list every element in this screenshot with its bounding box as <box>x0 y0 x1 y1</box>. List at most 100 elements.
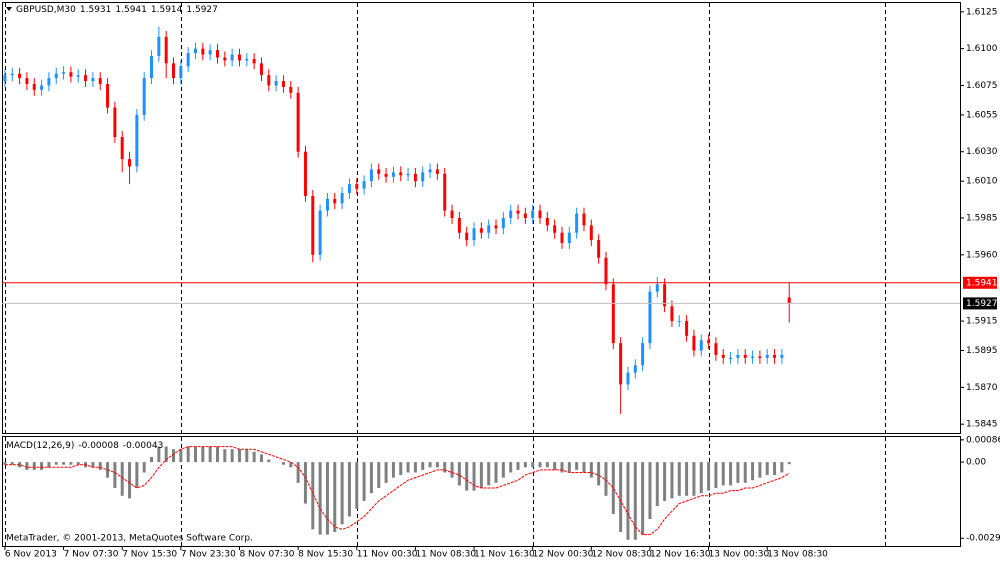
macd-bar <box>179 449 183 463</box>
macd-bar <box>413 462 417 473</box>
candle-body <box>325 198 329 211</box>
x-tick-label: 12 Nov 16:30 <box>650 550 711 560</box>
macd-title: MACD(12,26,9) <box>6 441 74 451</box>
candle-body <box>318 210 322 255</box>
macd-bar <box>721 462 725 486</box>
header-open: 1.5931 <box>80 5 112 15</box>
candle-body <box>589 225 593 241</box>
y-tick-label: 1.6055 <box>966 110 998 120</box>
candle-body <box>575 213 579 233</box>
candle-body <box>479 228 483 233</box>
candle-body <box>289 86 293 93</box>
macd-bar <box>10 462 14 465</box>
candle-body <box>186 53 190 67</box>
candle-body <box>69 72 73 77</box>
x-tick-label: 6 Nov 2013 <box>5 550 57 560</box>
macd-bar <box>76 462 80 465</box>
candle-body <box>391 172 395 177</box>
macd-bar <box>626 462 630 540</box>
bid-label: 1.5927 <box>966 299 998 309</box>
candle-body <box>721 354 725 358</box>
macd-bar <box>655 462 659 507</box>
macd-bar <box>597 462 601 486</box>
candle-body <box>347 184 351 193</box>
y-tick-label: 1.5915 <box>966 317 998 327</box>
macd-bar <box>435 462 439 468</box>
macd-bar <box>780 462 784 473</box>
candle-body <box>120 137 124 160</box>
candle-body <box>597 240 601 258</box>
y-tick-label: 1.6075 <box>966 81 998 91</box>
macd-bar <box>589 462 593 478</box>
x-tick-label: 12 Nov 08:30 <box>591 550 652 560</box>
y-tick-label: 1.6030 <box>966 147 998 157</box>
x-tick-label: 11 Nov 16:30 <box>474 550 535 560</box>
symbol-header: GBPUSD,M30 1.5931 1.5941 1.5914 1.5927 <box>16 5 218 15</box>
x-tick-label: 11 Nov 08:30 <box>415 550 476 560</box>
macd-bar <box>150 456 154 463</box>
candle-body <box>47 78 51 86</box>
macd-bar <box>120 462 124 496</box>
candle-body <box>465 232 469 241</box>
candle-body <box>84 75 88 82</box>
menu-triangle[interactable] <box>6 7 12 11</box>
macd-bar <box>362 462 366 501</box>
candle-body <box>545 218 549 226</box>
macd-bar <box>186 446 190 463</box>
macd-bar <box>494 462 498 483</box>
macd-bar <box>516 462 520 470</box>
macd-bar <box>714 462 718 489</box>
candle-body <box>303 151 307 196</box>
candle-body <box>384 173 388 177</box>
y-tick-label: 0.00 <box>966 458 986 468</box>
candle-body <box>641 343 645 366</box>
candle-body <box>582 213 586 226</box>
header-low: 1.5914 <box>151 5 183 15</box>
candle-body <box>707 340 711 344</box>
macd-bar <box>259 454 263 463</box>
macd-bar <box>773 462 777 476</box>
macd-bar <box>215 446 219 463</box>
y-tick-label: 1.5845 <box>966 420 998 430</box>
candle-body <box>648 291 652 344</box>
macd-bar <box>611 462 615 514</box>
macd-bar <box>142 462 146 473</box>
macd-bar <box>406 462 410 473</box>
candle-body <box>25 78 29 84</box>
candle-body <box>76 75 80 77</box>
macd-bar <box>545 462 549 468</box>
candle-body <box>516 210 520 214</box>
macd-bar <box>157 446 161 463</box>
candle-body <box>685 321 689 336</box>
candle-body <box>663 284 667 307</box>
macd-bar <box>648 462 652 520</box>
candle-body <box>135 114 139 167</box>
candle-body <box>633 365 637 373</box>
y-tick-label: 0.00086 <box>966 435 1000 445</box>
macd-bar <box>289 462 293 468</box>
y-tick-label: 1.6100 <box>966 44 998 54</box>
candle-body <box>215 50 219 58</box>
macd-bar <box>355 462 359 509</box>
candle-body <box>369 169 373 182</box>
macd-bar <box>135 462 139 489</box>
macd-bar <box>91 462 95 468</box>
candle-body <box>377 169 381 174</box>
macd-bar <box>230 449 234 463</box>
candle-body <box>619 343 623 385</box>
candle-body <box>428 169 432 173</box>
macd-bar <box>575 462 579 470</box>
macd-bar <box>670 462 674 499</box>
x-tick-label: 7 Nov 15:30 <box>122 550 177 560</box>
candle-body <box>267 75 271 86</box>
macd-bar <box>194 446 198 463</box>
candle-body <box>699 340 703 351</box>
macd-bar <box>98 462 102 470</box>
candle-body <box>758 356 762 358</box>
y-tick-label: -0.00294 <box>966 534 1000 544</box>
macd-bar <box>318 462 322 535</box>
candle-body <box>274 81 278 86</box>
candle-body <box>765 354 769 358</box>
ask-label-box <box>963 276 997 289</box>
